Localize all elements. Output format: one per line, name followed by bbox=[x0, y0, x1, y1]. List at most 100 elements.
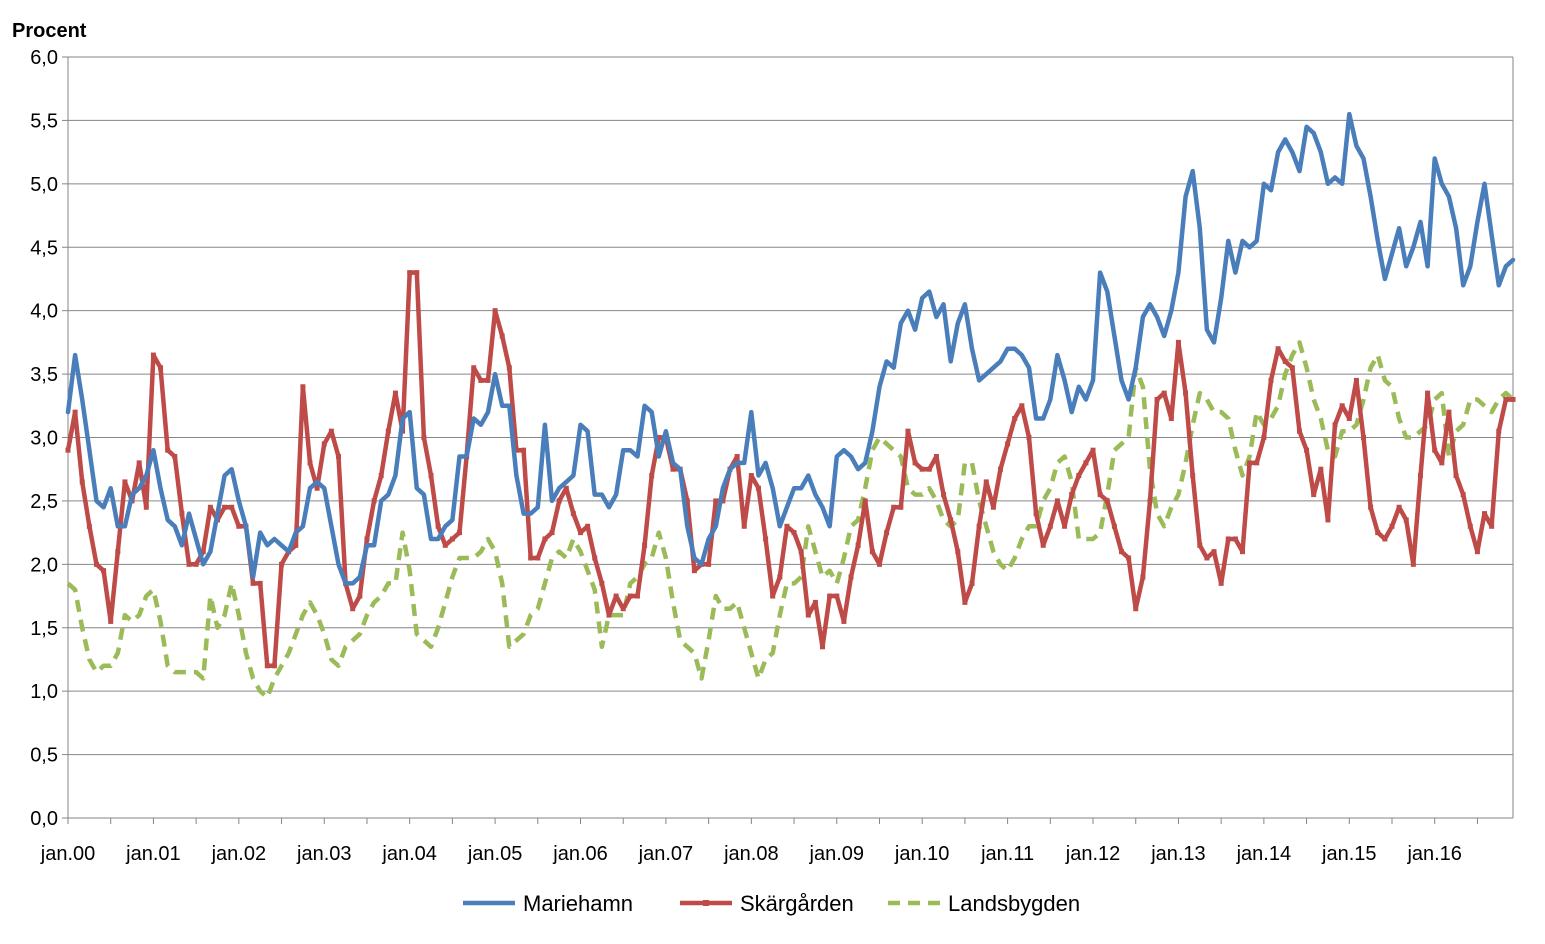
data-point bbox=[1375, 530, 1381, 536]
data-point bbox=[1275, 346, 1281, 352]
data-point bbox=[642, 542, 648, 548]
data-point bbox=[649, 473, 655, 479]
data-point bbox=[1111, 523, 1117, 529]
data-point bbox=[919, 466, 925, 472]
legend-label: Mariehamn bbox=[523, 891, 633, 916]
data-point bbox=[335, 454, 341, 460]
data-point bbox=[691, 568, 697, 574]
data-point bbox=[1076, 473, 1082, 479]
data-point bbox=[1346, 415, 1352, 421]
x-tick-label: jan.09 bbox=[809, 843, 865, 865]
data-point bbox=[1268, 377, 1274, 383]
data-point bbox=[279, 561, 285, 567]
data-point bbox=[421, 435, 427, 440]
data-point bbox=[599, 580, 605, 586]
x-tick-label: jan.08 bbox=[723, 843, 779, 865]
y-tick-label: 4,5 bbox=[30, 237, 58, 259]
data-point bbox=[1460, 492, 1466, 498]
data-point bbox=[791, 530, 797, 536]
data-point bbox=[1396, 504, 1402, 510]
data-point bbox=[1439, 460, 1445, 466]
data-point bbox=[328, 428, 334, 434]
data-point bbox=[542, 536, 548, 542]
y-axis-title: Procent bbox=[12, 20, 87, 42]
data-point bbox=[748, 473, 754, 479]
x-tick-label: jan.15 bbox=[1321, 843, 1377, 865]
data-point bbox=[869, 549, 875, 555]
data-point bbox=[620, 606, 626, 612]
y-tick-label: 3,0 bbox=[30, 428, 58, 450]
data-point bbox=[115, 549, 121, 555]
data-point bbox=[350, 606, 356, 612]
data-point bbox=[805, 612, 811, 618]
data-point bbox=[1325, 517, 1331, 523]
data-point bbox=[229, 504, 235, 510]
data-point bbox=[1190, 473, 1196, 479]
data-point bbox=[1261, 435, 1267, 440]
data-point bbox=[449, 536, 455, 542]
data-point bbox=[1254, 460, 1260, 466]
data-point bbox=[1410, 561, 1416, 567]
data-point bbox=[1318, 466, 1324, 472]
data-point bbox=[1425, 390, 1431, 396]
y-tick-label: 5,0 bbox=[30, 174, 58, 196]
data-point bbox=[1510, 396, 1516, 402]
data-point bbox=[983, 479, 989, 485]
data-point bbox=[378, 473, 384, 479]
data-point bbox=[948, 517, 954, 523]
data-point bbox=[706, 561, 712, 567]
series-lines bbox=[65, 111, 1516, 700]
data-point bbox=[236, 523, 242, 529]
data-point bbox=[933, 454, 939, 460]
y-axis-ticks: 0,0 0,5 1,0 1,5 2,0 2,5 3,0 3,5 4,0 4,5 5,0 5,5 6,0 bbox=[30, 47, 68, 830]
data-point bbox=[570, 511, 576, 517]
data-point bbox=[734, 454, 740, 460]
data-point bbox=[1012, 415, 1018, 421]
y-tick-label: 0,0 bbox=[30, 808, 58, 830]
data-point bbox=[912, 460, 918, 466]
data-point bbox=[222, 504, 228, 510]
data-point bbox=[1040, 542, 1046, 548]
x-tick-label: jan.10 bbox=[894, 843, 950, 865]
data-point bbox=[506, 365, 512, 371]
data-point bbox=[457, 530, 463, 536]
data-point bbox=[585, 523, 591, 529]
data-point bbox=[1175, 339, 1181, 345]
data-point bbox=[1211, 549, 1217, 555]
y-tick-label: 1,5 bbox=[30, 618, 58, 640]
data-point bbox=[962, 599, 968, 605]
data-point bbox=[1168, 415, 1174, 421]
x-axis-ticks: jan.00 jan.01 jan.02 jan.03 jan.04 jan.05 jan.… bbox=[40, 818, 1478, 865]
data-point bbox=[150, 352, 156, 358]
data-point bbox=[1332, 422, 1338, 428]
data-point bbox=[812, 599, 818, 605]
x-tick-label: jan.03 bbox=[296, 843, 352, 865]
x-tick-label: jan.11 bbox=[980, 843, 1034, 865]
series-markers bbox=[65, 270, 1516, 669]
data-point bbox=[848, 574, 854, 580]
data-point bbox=[1446, 409, 1452, 415]
data-point bbox=[371, 498, 377, 504]
y-tick-label: 6,0 bbox=[30, 47, 58, 69]
data-point bbox=[820, 644, 826, 650]
data-point bbox=[1204, 555, 1210, 561]
data-point bbox=[755, 485, 761, 491]
x-tick-label: jan.14 bbox=[1236, 843, 1292, 865]
data-point bbox=[1161, 390, 1167, 396]
series-line-mariehamn bbox=[65, 111, 1516, 586]
data-point bbox=[1474, 549, 1480, 555]
legend: Mariehamn Skärgården Landsbygden bbox=[463, 891, 1080, 916]
gridlines bbox=[68, 56, 1513, 819]
data-point bbox=[321, 441, 327, 447]
data-point bbox=[1033, 511, 1039, 517]
x-tick-label: jan.06 bbox=[552, 843, 608, 865]
data-point bbox=[1197, 542, 1203, 548]
data-point bbox=[898, 504, 904, 510]
data-point bbox=[200, 549, 206, 555]
data-point bbox=[1026, 435, 1032, 440]
data-point bbox=[1218, 580, 1224, 586]
data-point bbox=[770, 593, 776, 599]
data-point bbox=[1296, 428, 1302, 434]
data-point bbox=[314, 485, 320, 491]
